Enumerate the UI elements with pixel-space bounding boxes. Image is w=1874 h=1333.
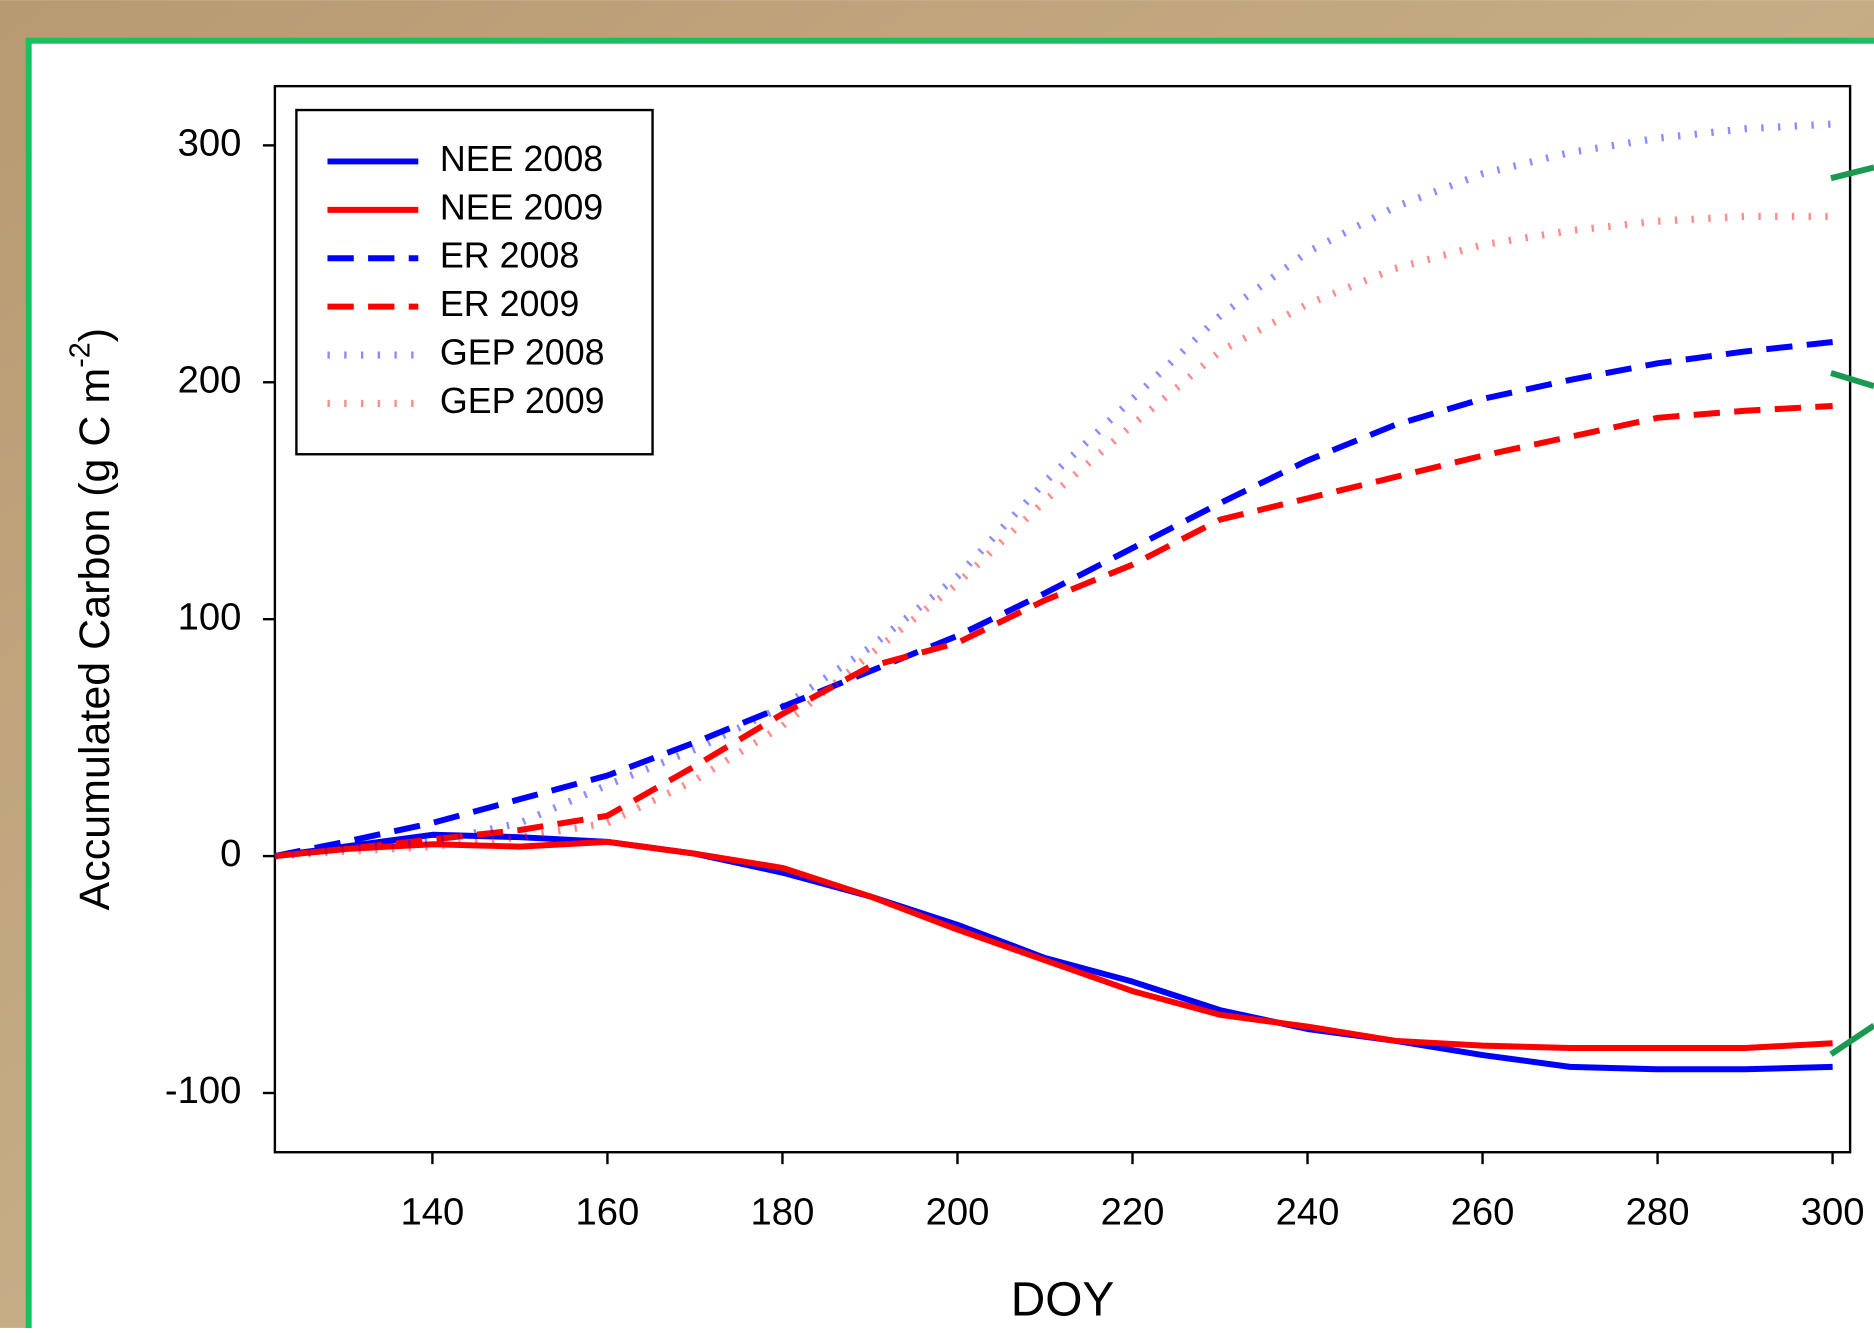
- y-tick-label: 100: [178, 595, 242, 638]
- annotation-arrow: [1829, 1023, 1874, 1057]
- y-tick-label: -100: [165, 1069, 242, 1112]
- legend-label: NEE 2008: [440, 139, 603, 179]
- x-axis-label: DOY: [1011, 1273, 1115, 1326]
- annotation-arrow: [1830, 370, 1874, 389]
- y-axis-label-text: Accumulated Carbon (g C m: [71, 368, 119, 911]
- x-tick-label: 280: [1626, 1190, 1690, 1233]
- y-tick-label: 200: [178, 358, 242, 401]
- line-dashed: [274, 339, 1833, 859]
- x-tick-label: 200: [926, 1190, 990, 1233]
- y-axis-label-superscript: -2: [64, 342, 96, 368]
- line-dashed: [274, 402, 1833, 860]
- legend-label: ER 2009: [440, 284, 579, 324]
- x-tick-label: 300: [1801, 1190, 1865, 1233]
- legend-label: ER 2008: [440, 236, 579, 276]
- legend-label: GEP 2009: [440, 381, 605, 421]
- x-tick-label: 140: [401, 1190, 465, 1233]
- y-axis-label-suffix: ): [71, 328, 119, 342]
- x-tick-label: 240: [1276, 1190, 1340, 1233]
- y-tick-label: 0: [220, 832, 241, 875]
- plot: 140 160 180 200 220 240 260 280 300 -100 0 100 200 30…: [165, 108, 1865, 1233]
- y-tick-label: 300: [178, 121, 242, 164]
- legend-box: [295, 108, 654, 456]
- x-tick-label: 180: [751, 1190, 815, 1233]
- x-tick-label: 160: [576, 1190, 640, 1233]
- x-tick-label: 260: [1451, 1190, 1515, 1233]
- y-axis-label: Accumulated Carbon (g C m-2): [64, 328, 120, 911]
- annotation-arrow: [1830, 164, 1874, 182]
- line-solid: [274, 838, 1833, 1051]
- legend-label: NEE 2009: [440, 187, 603, 227]
- legend: NEE 2008 NEE 2009 ER 2008 ER 2009 GEP 2008 GE…: [295, 108, 654, 456]
- x-tick-label: 220: [1101, 1190, 1165, 1233]
- legend-label: GEP 2008: [440, 333, 605, 373]
